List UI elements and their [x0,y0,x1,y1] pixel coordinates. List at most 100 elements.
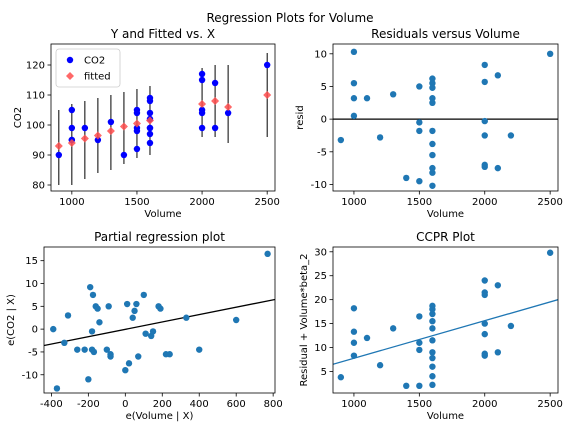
fitted-point [119,122,128,131]
co2-point [120,151,128,159]
data-point [481,117,488,125]
plot-y-and-fitted: Y and Fitted vs. X 1000 1500 2000 2500 80 90 10… [13,27,280,220]
fitted-point [263,91,272,99]
x-tick-label: 2000 [189,197,214,208]
y-tick-label: 5 [32,302,38,313]
data-point [416,346,423,354]
data-point [350,305,358,312]
data-point [429,151,436,159]
data-point [350,80,358,87]
figure-suptitle: Regression Plots for Volume [206,11,373,25]
data-point [123,300,131,308]
y-tick-label: -5 [28,347,38,358]
legend: CO2 fitted [55,48,121,88]
co2-point [263,61,271,69]
axes-frame [332,246,559,394]
data-point [350,339,358,346]
fitted-point [224,103,233,111]
data-point [429,169,436,176]
data-point [481,330,488,338]
data-point [103,346,111,353]
data-point [363,334,371,342]
data-point [337,136,345,144]
data-point [376,362,384,369]
co2-point [68,106,76,114]
y-axis-label: CO2 [13,107,24,128]
co2-point [198,106,206,114]
data-point [105,303,112,310]
y-tick-label: 0 [32,325,38,336]
x-tick-label: -400 [40,399,63,410]
data-point [81,346,88,353]
data-point [429,99,436,107]
legend-co2-label: CO2 [84,56,105,67]
data-point [166,351,173,358]
data-layer [44,250,275,392]
fitted-point [80,134,89,143]
x-tick-label: 2500 [537,399,562,410]
data-point [403,382,410,390]
data-point [140,291,147,299]
co2-point [68,124,76,132]
data-point [429,140,436,148]
co2-point [198,70,206,78]
data-point [429,310,436,318]
data-point [429,164,436,172]
plot-title: Y and Fitted vs. X [110,27,215,41]
y-tick-label: -10 [311,180,327,191]
data-point [416,83,423,90]
data-point [507,322,515,330]
data-point [337,374,345,381]
fitted-point [93,131,102,140]
y-tick-label: 30 [314,247,327,258]
x-tick-label: 2500 [254,197,279,208]
data-point [481,277,488,284]
co2-point [146,124,154,132]
legend-co2-marker [66,56,74,64]
data-layer [54,53,272,185]
data-point [74,346,81,353]
data-point [389,325,397,332]
x-tick-label: 1000 [341,197,366,208]
data-point [494,72,502,79]
x-tick-label: 400 [190,399,209,410]
fit-line [44,298,275,347]
data-point [264,250,271,258]
axes-frame [43,246,276,394]
data-point [89,291,97,299]
plot-title: Residuals versus Volume [371,27,520,41]
data-point [350,95,358,102]
data-point [131,307,138,315]
data-point [546,249,554,256]
plot-residuals: Residuals versus Volume 1000 1500 2000 2500 -… [295,27,563,220]
data-point [389,91,397,98]
y-axis-label: resid [295,105,306,129]
data-point [133,300,140,308]
data-point [416,313,423,320]
plot-partial-regression: Partial regression plot -400 -200 0 200 400 60… [6,230,283,422]
data-point [429,349,436,356]
data-layer [333,48,558,189]
y-tick-label: 10 [314,343,327,354]
data-point [429,337,436,344]
data-point [429,84,436,91]
data-point [64,312,72,319]
legend-fitted-marker [66,72,74,80]
data-point [142,330,149,337]
data-point [129,314,136,321]
data-point [429,317,436,325]
fitted-point [211,97,220,105]
y-tick-label: 25 [314,271,327,282]
fitted-point [54,142,63,150]
data-point [50,325,57,333]
data-point [183,314,190,321]
data-point [90,348,98,356]
co2-point [211,124,219,132]
data-point [232,316,240,324]
x-tick-label: -200 [77,399,100,410]
data-point [376,134,384,141]
data-point [429,182,436,189]
data-point [61,339,68,347]
y-tick-label: 100 [26,121,45,132]
co2-point [94,136,102,144]
